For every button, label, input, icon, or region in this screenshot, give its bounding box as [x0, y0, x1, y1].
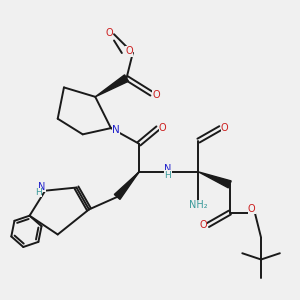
- Text: N: N: [112, 125, 119, 135]
- Polygon shape: [95, 75, 128, 97]
- Text: O: O: [152, 90, 160, 100]
- Text: O: O: [248, 204, 256, 214]
- Polygon shape: [114, 172, 139, 200]
- Text: N: N: [38, 182, 46, 192]
- Text: NH₂: NH₂: [189, 200, 208, 210]
- Polygon shape: [199, 172, 231, 188]
- Text: O: O: [106, 28, 113, 38]
- Text: H: H: [164, 170, 171, 179]
- Text: O: O: [159, 123, 166, 133]
- Text: O: O: [200, 220, 207, 230]
- Text: N: N: [164, 164, 172, 174]
- Text: H: H: [35, 188, 42, 197]
- Text: O: O: [221, 123, 229, 133]
- Text: O: O: [125, 46, 133, 56]
